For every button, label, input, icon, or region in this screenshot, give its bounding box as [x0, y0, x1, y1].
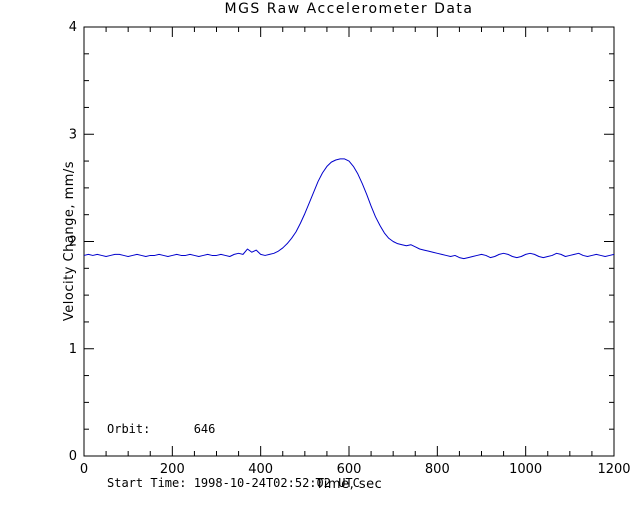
velocity-change-line [83, 158, 615, 260]
chart-title: MGS Raw Accelerometer Data [224, 1, 474, 17]
x-tick-label: 0 [80, 462, 88, 477]
data-series [83, 158, 615, 260]
x-tick-label: 400 [248, 462, 273, 477]
y-tick-label: 1 [69, 342, 77, 357]
annotation-start-time: Start Time: 1998-10-24T02:52:02 UTC [107, 476, 360, 490]
x-tick-label: 1000 [509, 462, 542, 477]
annotation-orbit: Orbit: 646 [107, 422, 216, 436]
annotation-block: Orbit: 646 Start Time: 1998-10-24T02:52:… [107, 384, 360, 512]
x-tick-label: 800 [425, 462, 450, 477]
y-tick-label: 0 [69, 449, 77, 464]
x-tick-label: 1200 [597, 462, 630, 477]
axis-tick-labels: 0 200 400 600 800 1000 1200 0 1 2 3 4 [69, 20, 631, 477]
x-tick-label: 600 [337, 462, 362, 477]
y-tick-label: 3 [69, 127, 77, 142]
x-axis-title: Time, sec [315, 477, 383, 492]
axis-ticks [83, 26, 615, 457]
x-tick-label: 200 [160, 462, 185, 477]
y-tick-label: 2 [69, 235, 77, 250]
y-tick-label: 4 [69, 20, 77, 35]
